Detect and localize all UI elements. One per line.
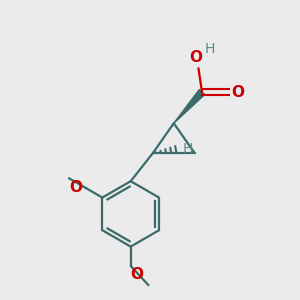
Polygon shape	[174, 89, 205, 123]
Text: O: O	[231, 85, 244, 100]
Text: O: O	[130, 267, 143, 282]
Text: O: O	[70, 180, 83, 195]
Text: O: O	[190, 50, 202, 65]
Text: H: H	[183, 142, 193, 155]
Text: H: H	[204, 42, 214, 56]
